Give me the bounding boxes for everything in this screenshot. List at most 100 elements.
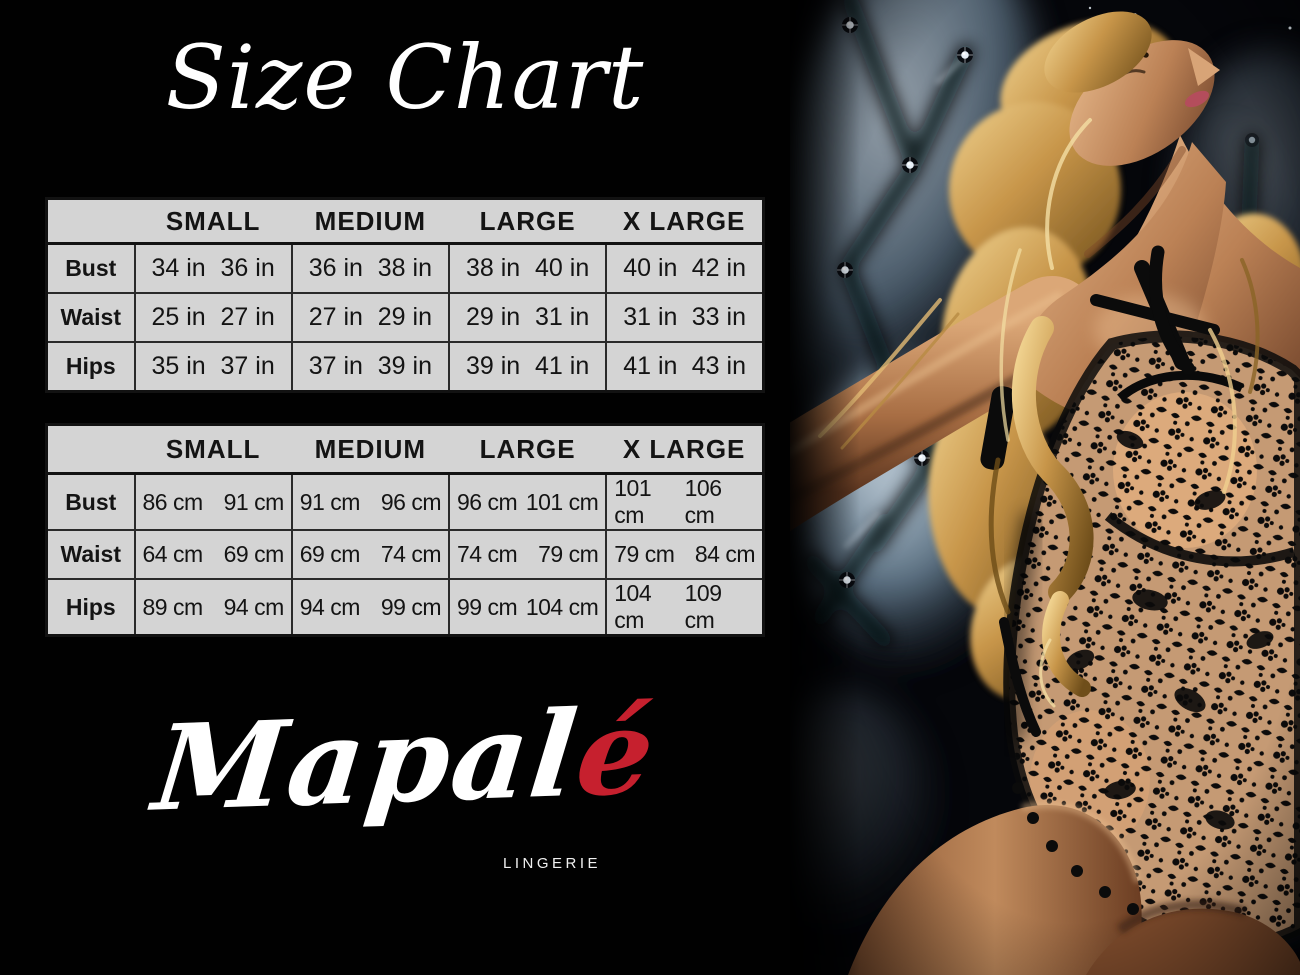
measure-cell: 40 in 42 in (605, 242, 765, 294)
measure-value: 27 in (308, 303, 363, 331)
brand-logo: Mapalé (45, 681, 765, 837)
measure-value: 99 cm (380, 593, 442, 620)
measure-value: 31 in (535, 303, 590, 331)
measure-cell: 101 cm 106 cm (605, 472, 765, 531)
measure-value: 79 cm (538, 541, 599, 567)
measure-value: 106 cm (684, 475, 722, 528)
size-header-xlarge: X LARGE (606, 198, 764, 245)
measure-value: 79 cm (614, 541, 675, 567)
measure-value: 104 cm (525, 593, 599, 620)
size-header-medium: MEDIUM (291, 198, 449, 245)
measure-cell: 29 in 31 in (447, 292, 608, 343)
measure-value: 69 cm (223, 541, 285, 567)
row-label: Hips (45, 341, 136, 393)
table-row-bust: Bust 86 cm 91 cm 91 cm 96 cm 96 cm 101 c… (45, 472, 765, 531)
measure-value: 29 in (466, 303, 521, 331)
measure-value: 41 in (623, 352, 678, 380)
table-row-waist: Waist 25 in 27 in 27 in 29 in 29 in 31 i… (45, 292, 765, 343)
measure-value: 34 in (151, 254, 206, 282)
measure-value: 35 in (151, 352, 206, 380)
measure-cell: 69 cm 74 cm (290, 529, 451, 580)
measure-cell: 99 cm 104 cm (447, 578, 608, 637)
measure-value: 38 in (466, 254, 521, 282)
size-header-medium: MEDIUM (291, 424, 449, 475)
measure-value: 91 cm (299, 488, 361, 515)
measure-value: 37 in (220, 352, 275, 380)
measure-cell: 39 in 41 in (447, 341, 608, 393)
table-row-hips: Hips 89 cm 94 cm 94 cm 99 cm 99 cm 104 c… (45, 578, 765, 637)
measure-cell: 86 cm 91 cm (133, 472, 293, 531)
brand-name-accent: é (570, 681, 663, 823)
measure-value: 94 cm (223, 593, 285, 620)
measure-value: 36 in (308, 254, 363, 282)
brand-name-white: Mapal (147, 684, 586, 838)
measure-cell: 27 in 29 in (290, 292, 451, 343)
measure-value: 101 cm (614, 475, 652, 528)
size-header-small: SMALL (134, 198, 292, 245)
measure-value: 86 cm (142, 488, 204, 515)
row-label: Waist (45, 529, 136, 580)
measure-cell: 91 cm 96 cm (290, 472, 451, 531)
size-header-large: LARGE (449, 424, 607, 475)
model-photo-illustration (790, 0, 1300, 975)
measure-value: 38 in (377, 254, 432, 282)
page-title: Size Chart (165, 26, 645, 129)
measure-cell: 89 cm 94 cm (133, 578, 293, 637)
measure-cell: 38 in 40 in (447, 242, 608, 294)
measure-value: 109 cm (684, 580, 722, 633)
measure-cell: 64 cm 69 cm (133, 529, 293, 580)
measure-value: 94 cm (299, 593, 361, 620)
size-header-xlarge: X LARGE (606, 424, 764, 475)
measure-value: 39 in (466, 352, 521, 380)
measure-value: 27 in (220, 303, 275, 331)
size-header-row: SMALL MEDIUM LARGE X LARGE (46, 198, 764, 245)
corner-cell (46, 424, 135, 475)
measure-cell: 35 in 37 in (133, 341, 293, 393)
measure-value: 36 in (220, 254, 275, 282)
size-header-row: SMALL MEDIUM LARGE X LARGE (46, 424, 764, 475)
measure-value: 39 in (377, 352, 432, 380)
row-label: Bust (45, 472, 136, 531)
measure-cell: 104 cm 109 cm (605, 578, 765, 637)
measure-cell: 94 cm 99 cm (290, 578, 451, 637)
measure-value: 31 in (623, 303, 678, 331)
table-row-hips: Hips 35 in 37 in 37 in 39 in 39 in 41 in… (45, 341, 765, 393)
measure-value: 84 cm (694, 541, 756, 567)
size-header-large: LARGE (449, 198, 607, 245)
table-row-waist: Waist 64 cm 69 cm 69 cm 74 cm 74 cm 79 c… (45, 529, 765, 580)
size-header-small: SMALL (134, 424, 292, 475)
measure-value: 64 cm (142, 541, 204, 567)
measure-value: 40 in (535, 254, 590, 282)
measure-cell: 96 cm 101 cm (447, 472, 608, 531)
measure-cell: 79 cm 84 cm (605, 529, 765, 580)
measure-cell: 34 in 36 in (133, 242, 293, 294)
measure-value: 69 cm (299, 541, 361, 567)
measure-value: 41 in (535, 352, 590, 380)
measure-value: 89 cm (142, 593, 204, 620)
brand-wordmark: Mapalé (36, 679, 773, 840)
table-row-bust: Bust 34 in 36 in 36 in 38 in 38 in 40 in… (45, 242, 765, 294)
measure-value: 37 in (308, 352, 363, 380)
measure-cell: 37 in 39 in (290, 341, 451, 393)
row-label: Waist (45, 292, 136, 343)
size-table-inches: SMALL MEDIUM LARGE X LARGE Bust 34 in 36… (45, 197, 765, 393)
measure-value: 74 cm (457, 541, 518, 567)
model-photo (790, 0, 1300, 975)
measure-value: 96 cm (457, 488, 518, 515)
measure-value: 101 cm (525, 488, 599, 515)
measure-value: 91 cm (223, 488, 285, 515)
row-label: Bust (45, 242, 136, 294)
size-table-centimeters: SMALL MEDIUM LARGE X LARGE Bust 86 cm 91… (45, 423, 765, 637)
measure-value: 25 in (151, 303, 206, 331)
measure-value: 96 cm (380, 488, 442, 515)
measure-cell: 74 cm 79 cm (447, 529, 608, 580)
brand-tagline: LINGERIE (503, 855, 602, 872)
measure-value: 42 in (691, 254, 746, 282)
measure-value: 33 in (691, 303, 746, 331)
measure-value: 40 in (623, 254, 678, 282)
measure-value: 29 in (377, 303, 432, 331)
row-label: Hips (45, 578, 136, 637)
measure-cell: 25 in 27 in (133, 292, 293, 343)
measure-cell: 41 in 43 in (605, 341, 765, 393)
